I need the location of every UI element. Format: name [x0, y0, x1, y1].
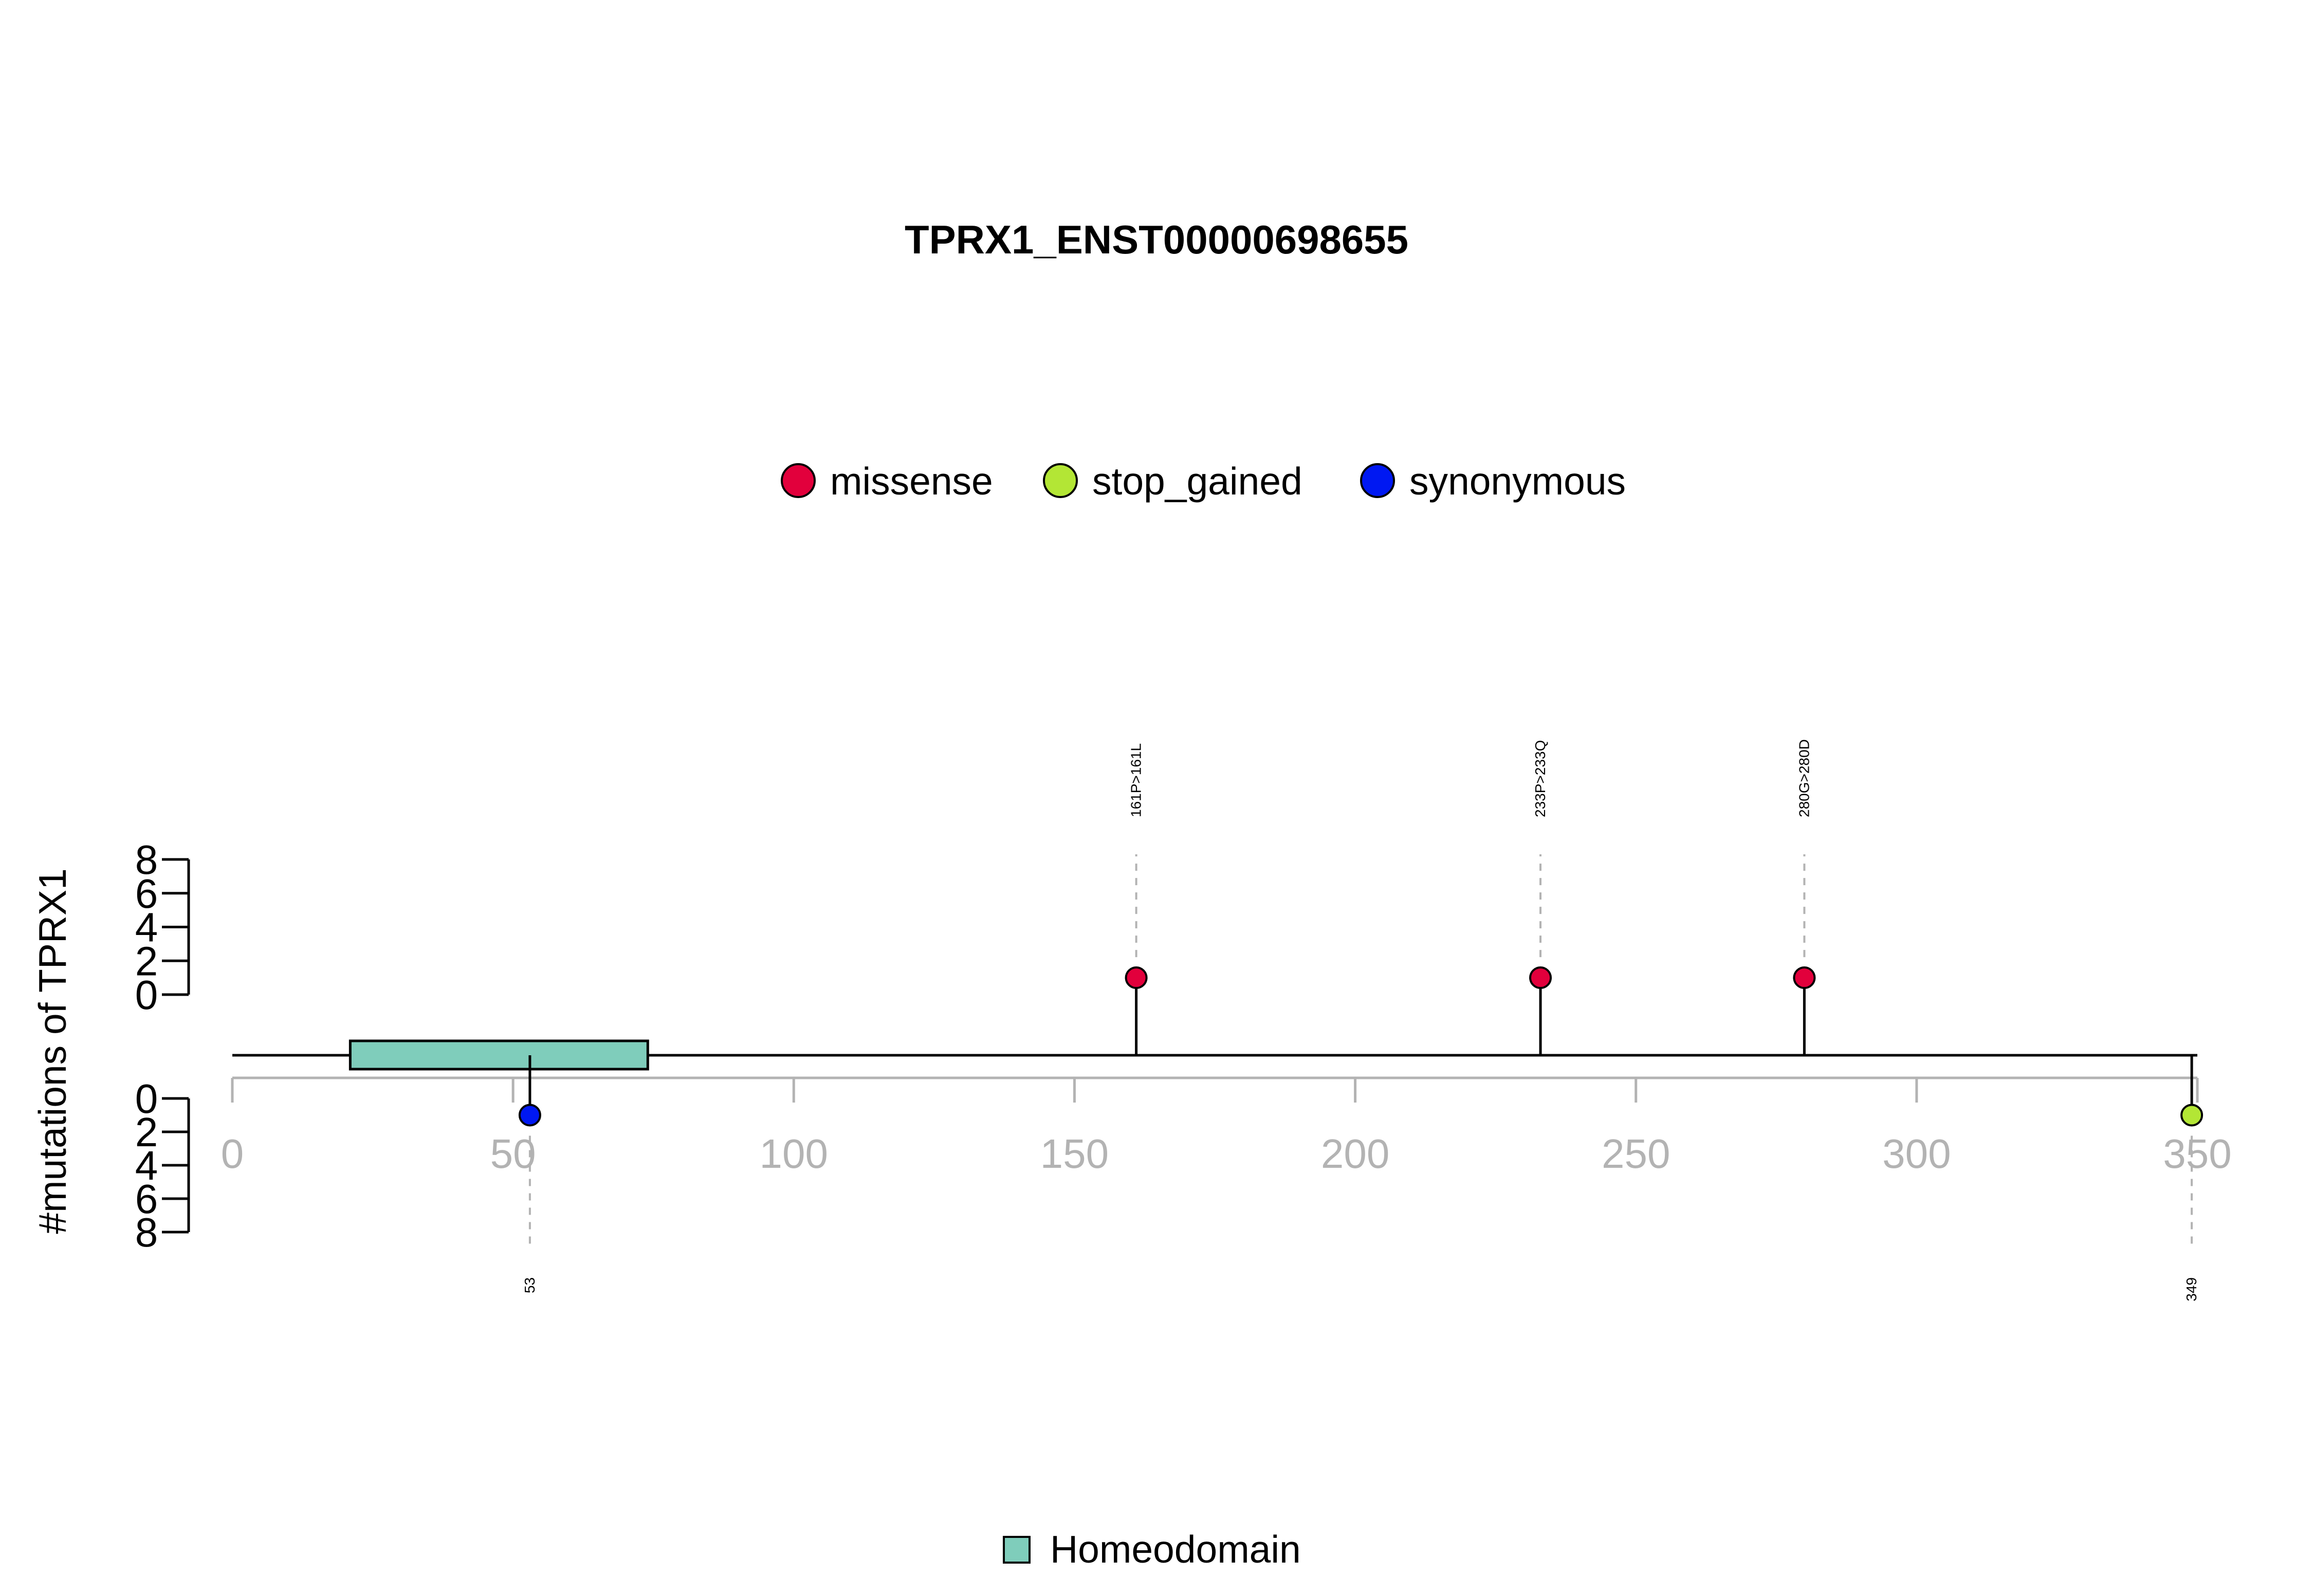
domain-legend-label: Homeodomain	[1050, 1528, 1301, 1571]
y-tick-bottom-label: 8	[135, 1209, 158, 1255]
domain-legend-swatch	[1003, 1536, 1031, 1564]
x-tick-label: 150	[1040, 1131, 1109, 1177]
domain-layer	[348, 1039, 649, 1071]
mutation-label: 161P>161L	[1128, 743, 1144, 817]
mutation-type-legend: missense stop_gained synonymous	[781, 460, 1626, 503]
mutation-label: 233P>233Q	[1532, 740, 1548, 817]
x-tick-label: 0	[221, 1131, 244, 1177]
mutation-layer: 53 161P>161L 233P>233Q 280G>280D 349	[518, 739, 2204, 1301]
legend-marker-synonymous	[1360, 463, 1395, 498]
mutation-point-stop_gained	[2180, 1104, 2204, 1127]
y-tick-top-label: 6	[135, 871, 158, 916]
y-tick-bottom-label: 0	[135, 1076, 158, 1122]
mutation-point-missense	[1125, 966, 1148, 989]
legend-label-synonymous: synonymous	[1409, 460, 1626, 503]
legend-marker-missense	[781, 463, 816, 498]
legend-marker-stop_gained	[1043, 463, 1078, 498]
y-tick-top-label: 2	[135, 938, 158, 984]
legend-label-stop_gained: stop_gained	[1092, 460, 1302, 503]
x-tick-label: 350	[2163, 1131, 2231, 1177]
mutation-label: 280G>280D	[1796, 739, 1812, 817]
mutation-point-missense	[1529, 966, 1552, 989]
domain-homeodomain	[348, 1039, 649, 1071]
chart-title: TPRX1_ENST00000698655	[905, 217, 1408, 262]
mutation-point-synonymous	[518, 1104, 541, 1127]
y-tick-bottom-label: 2	[135, 1109, 158, 1155]
x-tick-label: 250	[1602, 1131, 1670, 1177]
mutation-label: 349	[2183, 1277, 2199, 1301]
y-tick-top-label: 0	[135, 972, 158, 1018]
legend-label-missense: missense	[830, 460, 993, 503]
mutation-point-missense	[1793, 966, 1816, 989]
x-tick-label: 300	[1882, 1131, 1951, 1177]
y-tick-bottom-label: 6	[135, 1176, 158, 1222]
x-tick-label: 100	[760, 1131, 828, 1177]
y-tick-top-label: 8	[135, 837, 158, 883]
domain-legend: Homeodomain	[1003, 1528, 1301, 1571]
position-axis: 0 50 100 150 200 250 300 350	[221, 1076, 2232, 1177]
y-tick-top-label: 4	[135, 905, 158, 950]
y-axis-label: #mutations of TPRX1	[31, 868, 74, 1234]
mutation-label: 53	[522, 1277, 538, 1293]
x-tick-label: 50	[490, 1131, 536, 1177]
x-tick-label: 200	[1321, 1131, 1389, 1177]
y-tick-bottom-label: 4	[135, 1143, 158, 1188]
